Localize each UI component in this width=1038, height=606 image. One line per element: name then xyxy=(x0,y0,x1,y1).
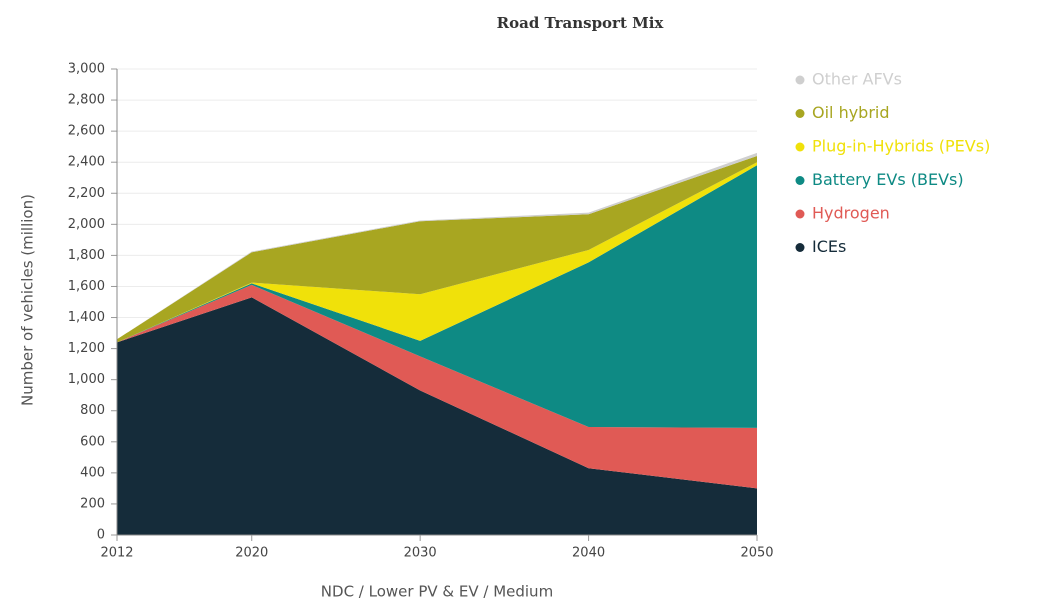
y-tick-label: 1,000 xyxy=(68,372,105,387)
x-tick-label: 2040 xyxy=(572,546,605,561)
legend-label: Other AFVs xyxy=(812,70,902,89)
x-tick-label: 2050 xyxy=(740,546,773,561)
y-tick-label: 400 xyxy=(80,465,105,480)
area xyxy=(117,165,757,428)
y-tick-label: 200 xyxy=(80,496,105,511)
y-tick-label: 0 xyxy=(97,528,105,543)
y-tick-label: 2,800 xyxy=(68,93,105,108)
legend-label: ICEs xyxy=(812,237,846,256)
area xyxy=(117,284,757,489)
legend-label: Hydrogen xyxy=(812,204,890,223)
y-axis-title: Number of vehicles (million) xyxy=(19,194,37,406)
legend-marker xyxy=(795,142,805,152)
area xyxy=(117,155,757,343)
y-tick-label: 1,600 xyxy=(68,279,105,294)
legend-marker xyxy=(795,75,805,85)
y-tick-label: 2,000 xyxy=(68,217,105,232)
legend-label: Plug-in-Hybrids (PEVs) xyxy=(812,137,990,156)
y-tick-label: 2,200 xyxy=(68,186,105,201)
y-tick-label: 3,000 xyxy=(68,62,105,77)
legend-label: Battery EVs (BEVs) xyxy=(812,170,964,189)
x-tick-label: 2020 xyxy=(235,546,268,561)
y-tick-label: 2,400 xyxy=(68,155,105,170)
area xyxy=(117,162,757,343)
x-axis-title: NDC / Lower PV & EV / Medium xyxy=(321,583,553,601)
x-tick-label: 2012 xyxy=(100,546,133,561)
legend-marker xyxy=(795,176,805,185)
chart-title: Road Transport Mix xyxy=(497,14,665,32)
y-tick-label: 600 xyxy=(80,434,105,449)
y-tick-label: 1,800 xyxy=(68,248,105,263)
y-tick-label: 800 xyxy=(80,403,105,418)
legend-label: Oil hybrid xyxy=(812,103,890,122)
y-tick-label: 1,400 xyxy=(68,310,105,325)
legend-marker xyxy=(795,109,805,118)
legend-marker xyxy=(795,209,805,219)
x-tick-label: 2030 xyxy=(404,546,437,561)
y-tick-label: 2,600 xyxy=(68,124,105,139)
area xyxy=(117,297,757,535)
legend-marker xyxy=(795,243,805,252)
y-tick-label: 1,200 xyxy=(68,341,105,356)
